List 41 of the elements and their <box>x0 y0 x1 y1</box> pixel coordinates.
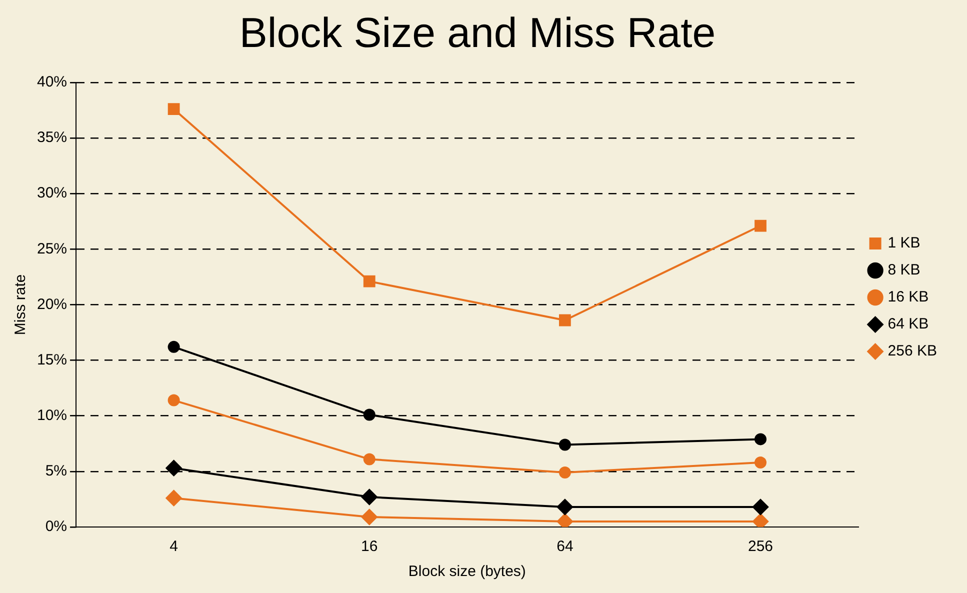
point <box>361 488 378 505</box>
chart-title: Block Size and Miss Rate <box>239 8 716 56</box>
point <box>558 314 571 326</box>
point <box>752 498 769 515</box>
y-tick-label: 20% <box>36 296 68 313</box>
y-tick-label: 15% <box>36 351 68 368</box>
y-tick-label: 30% <box>36 184 68 202</box>
y-tick-label: 40% <box>36 74 68 91</box>
point <box>361 508 378 525</box>
point <box>166 490 182 506</box>
point <box>558 466 571 479</box>
point <box>558 438 571 451</box>
y-tick-label: 35% <box>36 129 68 146</box>
legend-label: 8 KB <box>888 262 920 279</box>
legend-label: 256 KB <box>888 342 938 360</box>
y-tick-label: 0% <box>45 518 68 536</box>
y-tick-label: 10% <box>36 406 68 424</box>
point <box>754 433 767 446</box>
point <box>168 394 180 406</box>
point <box>754 456 767 469</box>
x-tick-label: 64 <box>556 538 574 556</box>
y-tick-label: 5% <box>45 462 68 480</box>
y-axis-title: Miss rate <box>12 274 30 336</box>
point <box>166 460 182 476</box>
point <box>363 408 376 421</box>
y-tick-label: 25% <box>36 240 68 258</box>
legend-label: 16 KB <box>888 288 929 306</box>
x-tick-label: 256 <box>748 538 774 556</box>
x-axis-title: Block size (bytes) <box>408 563 526 580</box>
legend-label: 1 KB <box>888 234 920 252</box>
point <box>752 513 769 527</box>
point <box>556 498 573 515</box>
point <box>363 275 376 288</box>
x-tick-label: 16 <box>361 538 378 556</box>
point <box>556 513 573 527</box>
point <box>754 220 766 232</box>
x-tick-label: 4 <box>170 538 178 556</box>
point <box>168 103 180 116</box>
point <box>363 453 376 466</box>
legend-label: 64 KB <box>888 316 929 333</box>
point <box>168 340 180 353</box>
